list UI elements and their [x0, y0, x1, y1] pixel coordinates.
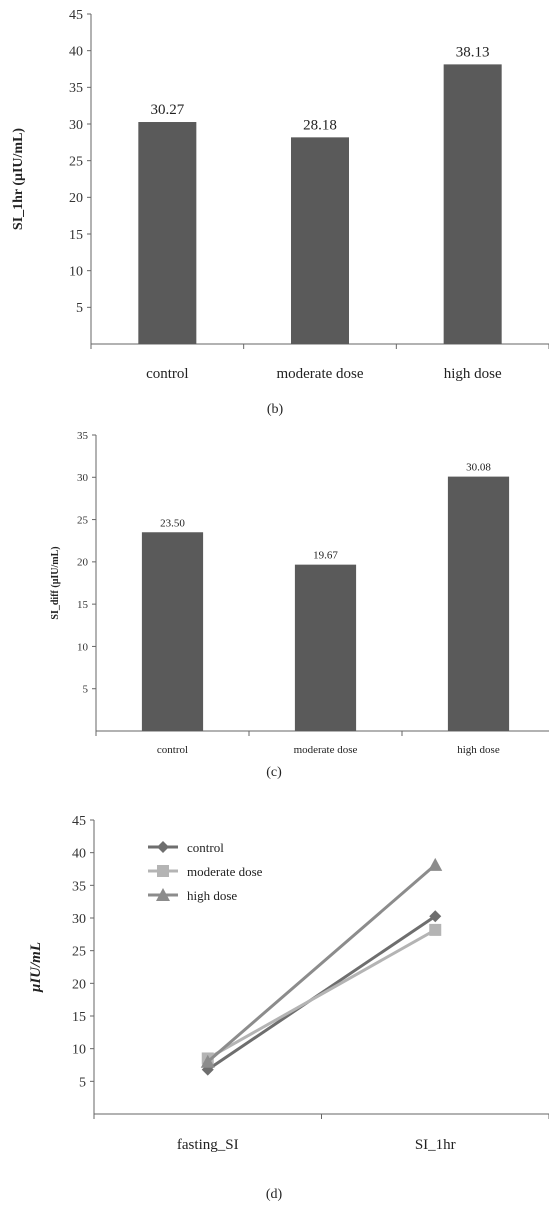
y-tick-label: 15 — [72, 1010, 86, 1025]
y-axis-label: SI_1hr (μIU/mL) — [11, 128, 26, 231]
y-tick-label: 25 — [69, 155, 83, 170]
y-tick-label: 45 — [69, 8, 83, 23]
y-tick-label: 45 — [72, 814, 86, 829]
legend-label: control — [187, 840, 224, 855]
y-tick-label: 15 — [69, 228, 83, 243]
data-label: 28.18 — [303, 117, 337, 133]
series-line-high-dose — [206, 863, 437, 1063]
y-tick-label: 35 — [77, 430, 89, 442]
bar-chart-si-1hr: 5 10 15 20 25 30 35 40 45 30.27 control 28.18 modera… — [11, 8, 549, 417]
y-tick-label: 20 — [77, 557, 89, 569]
point-high-dose — [428, 857, 443, 871]
point-high-dose — [200, 1054, 215, 1068]
x-tick-label: SI_1hr — [415, 1137, 456, 1153]
data-label: 30.27 — [150, 102, 184, 118]
figure-caption: (d) — [266, 1187, 283, 1202]
bar-moderate-dose — [290, 137, 350, 344]
x-tick-label: moderate dose — [276, 366, 363, 382]
x-tick-label: fasting_SI — [177, 1137, 239, 1153]
series-line-moderate-dose — [207, 928, 436, 1060]
x-tick-label: control — [146, 366, 189, 382]
y-tick-label: 5 — [76, 301, 83, 316]
legend-label: high dose — [187, 888, 237, 903]
data-label: 30.08 — [466, 462, 491, 474]
line-chart-si: 5 10 15 20 25 30 35 40 45 fasting_SI SI_1hr control… — [28, 814, 549, 1202]
bar-control — [141, 532, 204, 731]
y-tick-label: 25 — [77, 514, 89, 526]
legend-marker-control — [157, 841, 169, 853]
y-tick-label: 35 — [69, 81, 83, 96]
y-tick-label: 40 — [72, 847, 86, 862]
x-tick-label: high dose — [444, 366, 502, 382]
y-tick-label: 30 — [69, 118, 83, 133]
y-tick-label: 10 — [77, 641, 89, 653]
x-tick-label: moderate dose — [294, 744, 358, 756]
figure-caption: (c) — [266, 765, 282, 780]
legend-marker-moderate-dose — [157, 865, 169, 877]
bar-chart-si-diff: 5 10 15 20 25 30 35 23.50 control 19.67 moderate d… — [50, 430, 549, 780]
y-tick-label: 20 — [72, 977, 86, 992]
y-tick-label: 5 — [83, 684, 89, 696]
y-tick-label: 10 — [69, 265, 83, 280]
point-moderate-dose — [429, 923, 442, 936]
data-label: 23.50 — [160, 517, 185, 529]
y-tick-label: 35 — [72, 879, 86, 894]
data-label: 38.13 — [456, 44, 490, 60]
y-tick-label: 40 — [69, 45, 83, 60]
x-tick-label: control — [157, 744, 188, 756]
figure-caption: (b) — [267, 402, 284, 417]
bar-moderate-dose — [294, 564, 357, 731]
y-tick-label: 15 — [77, 599, 89, 611]
y-tick-label: 30 — [77, 472, 89, 484]
y-tick-label: 20 — [69, 191, 83, 206]
legend-label: moderate dose — [187, 864, 263, 879]
y-tick-label: 5 — [79, 1075, 86, 1090]
y-axis-label: SI_diff (μIU/mL) — [50, 546, 61, 619]
y-axis-label: μIU/mL — [28, 942, 44, 993]
bar-high-dose — [447, 476, 510, 731]
y-tick-label: 10 — [72, 1043, 86, 1058]
y-tick-label: 25 — [72, 945, 86, 960]
data-label: 19.67 — [313, 550, 338, 562]
bar-high-dose — [443, 64, 502, 344]
point-control — [429, 910, 442, 923]
legend-marker-high-dose — [156, 888, 170, 901]
x-tick-label: high dose — [457, 744, 500, 756]
bar-control — [138, 122, 197, 345]
y-tick-label: 30 — [72, 912, 86, 927]
